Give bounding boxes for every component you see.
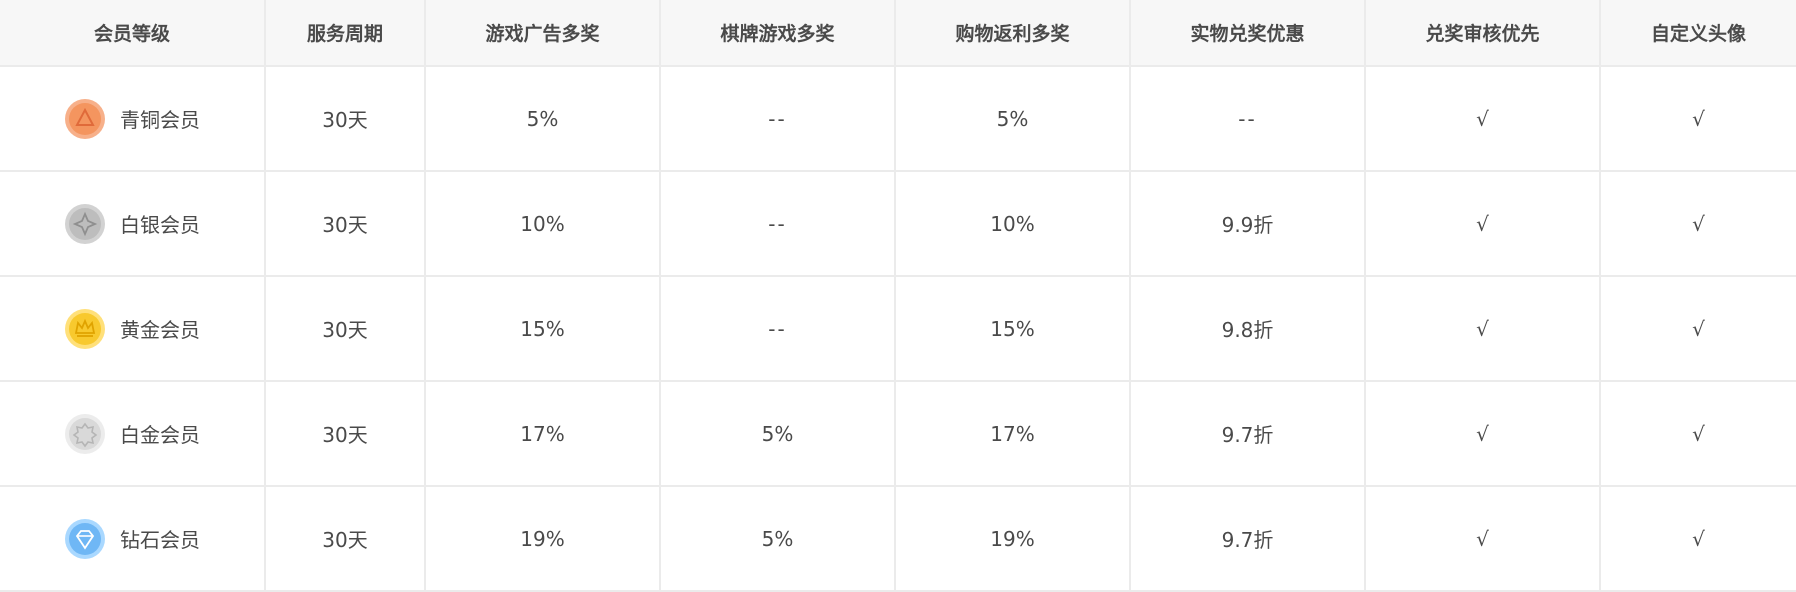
cell-board-game-bonus: --	[660, 276, 896, 382]
cell-level: 白金会员	[0, 381, 266, 487]
cell-level: 黄金会员	[0, 276, 266, 382]
level-wrapper: 青铜会员	[0, 67, 264, 170]
cell-shopping-rebate-bonus: 10%	[895, 171, 1131, 277]
cell-custom-avatar: √	[1600, 171, 1796, 277]
table-row: 青铜会员 30天 5% -- 5% -- √ √	[0, 66, 1796, 172]
cell-physical-prize-discount: 9.7折	[1130, 486, 1366, 592]
cell-redeem-review-priority: √	[1365, 171, 1601, 277]
header-board-game-bonus: 棋牌游戏多奖	[660, 0, 896, 67]
header-game-ad-bonus: 游戏广告多奖	[425, 0, 661, 67]
cell-physical-prize-discount: --	[1130, 66, 1366, 172]
level-wrapper: 白银会员	[0, 172, 264, 275]
cell-level: 钻石会员	[0, 486, 266, 592]
header-shopping-rebate-bonus: 购物返利多奖	[895, 0, 1131, 67]
cell-custom-avatar: √	[1600, 66, 1796, 172]
table-body: 青铜会员 30天 5% -- 5% -- √ √ 白银会员 30天 10% -- 10% 9.9折 √ √ 黄金…	[0, 66, 1796, 592]
table-row: 白银会员 30天 10% -- 10% 9.9折 √ √	[0, 171, 1796, 277]
cell-service-period: 30天	[265, 171, 426, 277]
cell-service-period: 30天	[265, 276, 426, 382]
cell-service-period: 30天	[265, 486, 426, 592]
header-level: 会员等级	[0, 0, 266, 67]
cell-shopping-rebate-bonus: 19%	[895, 486, 1131, 592]
level-wrapper: 白金会员	[0, 382, 264, 485]
cell-redeem-review-priority: √	[1365, 486, 1601, 592]
level-wrapper: 黄金会员	[0, 277, 264, 380]
cell-game-ad-bonus: 5%	[425, 66, 661, 172]
table-header: 会员等级 服务周期 游戏广告多奖 棋牌游戏多奖 购物返利多奖 实物兑奖优惠 兑奖…	[0, 0, 1796, 67]
header-custom-avatar: 自定义头像	[1600, 0, 1796, 67]
cell-custom-avatar: √	[1600, 381, 1796, 487]
cell-level: 青铜会员	[0, 66, 266, 172]
cell-physical-prize-discount: 9.9折	[1130, 171, 1366, 277]
cell-shopping-rebate-bonus: 17%	[895, 381, 1131, 487]
platinum-medal-icon	[64, 413, 106, 455]
cell-service-period: 30天	[265, 66, 426, 172]
level-label: 白银会员	[120, 213, 200, 237]
header-row: 会员等级 服务周期 游戏广告多奖 棋牌游戏多奖 购物返利多奖 实物兑奖优惠 兑奖…	[0, 0, 1796, 67]
cell-service-period: 30天	[265, 381, 426, 487]
level-wrapper: 钻石会员	[0, 487, 264, 590]
cell-board-game-bonus: 5%	[660, 486, 896, 592]
cell-custom-avatar: √	[1600, 276, 1796, 382]
cell-game-ad-bonus: 15%	[425, 276, 661, 382]
cell-shopping-rebate-bonus: 15%	[895, 276, 1131, 382]
table-row: 黄金会员 30天 15% -- 15% 9.8折 √ √	[0, 276, 1796, 382]
cell-redeem-review-priority: √	[1365, 66, 1601, 172]
cell-game-ad-bonus: 17%	[425, 381, 661, 487]
level-label: 青铜会员	[120, 108, 200, 132]
cell-board-game-bonus: 5%	[660, 381, 896, 487]
cell-game-ad-bonus: 19%	[425, 486, 661, 592]
level-label: 钻石会员	[120, 528, 200, 552]
header-physical-prize-discount: 实物兑奖优惠	[1130, 0, 1366, 67]
cell-custom-avatar: √	[1600, 486, 1796, 592]
level-label: 白金会员	[120, 423, 200, 447]
cell-level: 白银会员	[0, 171, 266, 277]
silver-medal-icon	[64, 203, 106, 245]
cell-physical-prize-discount: 9.8折	[1130, 276, 1366, 382]
header-service-period: 服务周期	[265, 0, 426, 67]
cell-board-game-bonus: --	[660, 66, 896, 172]
diamond-medal-icon	[64, 518, 106, 560]
bronze-medal-icon	[64, 98, 106, 140]
table-row: 钻石会员 30天 19% 5% 19% 9.7折 √ √	[0, 486, 1796, 592]
cell-redeem-review-priority: √	[1365, 276, 1601, 382]
cell-shopping-rebate-bonus: 5%	[895, 66, 1131, 172]
cell-board-game-bonus: --	[660, 171, 896, 277]
cell-physical-prize-discount: 9.7折	[1130, 381, 1366, 487]
level-label: 黄金会员	[120, 318, 200, 342]
header-redeem-review-priority: 兑奖审核优先	[1365, 0, 1601, 67]
table-row: 白金会员 30天 17% 5% 17% 9.7折 √ √	[0, 381, 1796, 487]
cell-redeem-review-priority: √	[1365, 381, 1601, 487]
cell-game-ad-bonus: 10%	[425, 171, 661, 277]
gold-medal-icon	[64, 308, 106, 350]
